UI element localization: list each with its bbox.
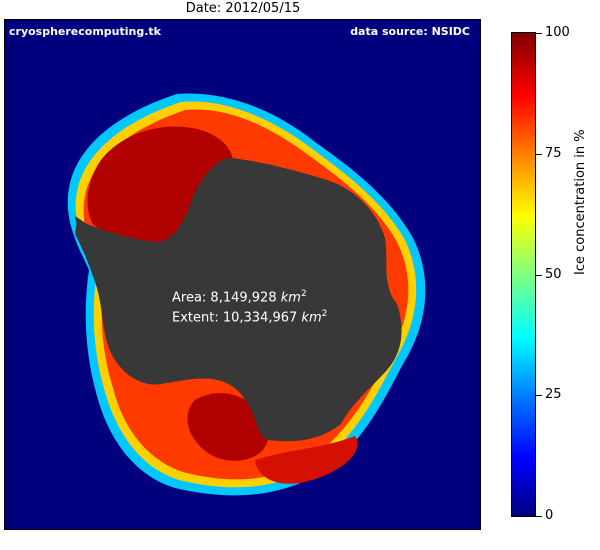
extent-unit: km — [301, 310, 322, 326]
colorbar-tick-label: 100 — [545, 25, 570, 40]
area-line: Area: 8,149,928 km2 — [172, 286, 327, 306]
antarctica-land — [75, 158, 402, 442]
antarctic-peninsula — [75, 216, 105, 272]
colorbar-tick — [536, 395, 542, 397]
colorbar-tick-label: 50 — [545, 266, 562, 282]
ice-high-south — [255, 436, 358, 484]
area-unit: km — [280, 290, 301, 306]
extent-line: Extent: 10,334,967 km2 — [172, 306, 327, 326]
colorbar-tick — [536, 33, 542, 34]
ice-statistics: Area: 8,149,928 km2 Extent: 10,334,967 k… — [172, 286, 327, 327]
colorbar-label: Ice concentration in % — [573, 129, 588, 275]
colorbar-tick-label: 0 — [545, 508, 554, 523]
area-text: Area: 8,149,928 — [172, 290, 281, 306]
credit-label: cryospherecomputing.tk — [9, 25, 162, 38]
extent-unit-exponent: 2 — [321, 309, 328, 320]
colorbar-tick — [536, 516, 542, 517]
area-unit-exponent: 2 — [300, 289, 307, 299]
sea-ice-map: cryospherecomputing.tk data source: NSID… — [4, 19, 481, 530]
ice-high-ross — [187, 393, 269, 461]
colorbar-tick — [536, 274, 542, 276]
colorbar-tick-label: 75 — [545, 145, 562, 161]
colorbar-tick — [536, 153, 542, 155]
map-canvas — [5, 20, 480, 529]
extent-text: Extent: 10,334,967 — [172, 310, 302, 326]
colorbar-tick-label: 25 — [545, 387, 562, 403]
data-source-label: data source: NSIDC — [350, 25, 470, 38]
figure-title: Date: 2012/05/15 — [185, 1, 301, 16]
colorbar — [511, 32, 536, 517]
